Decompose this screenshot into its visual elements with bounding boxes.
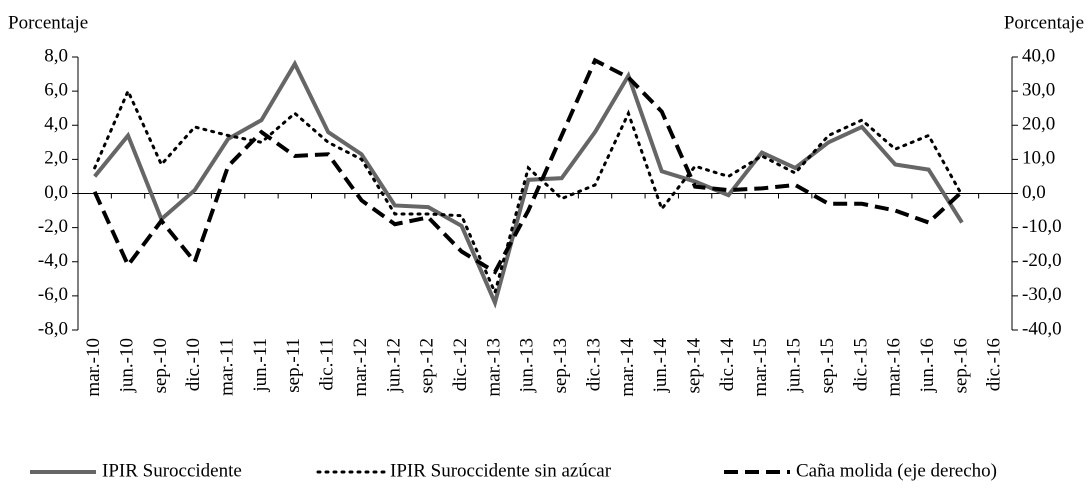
x-tick-label: jun.-10 — [116, 338, 137, 393]
y2-tick-label: -20,0 — [1022, 250, 1062, 271]
x-tick-label: sep.-11 — [283, 338, 304, 393]
y2-tick-label: 40,0 — [1022, 45, 1055, 66]
y-tick-label: 6,0 — [44, 79, 68, 100]
x-tick-label: jun.-12 — [383, 338, 404, 393]
x-tick-label: dic.-10 — [183, 338, 204, 391]
x-tick-label: mar.-13 — [483, 338, 504, 397]
y2-tick-label: -40,0 — [1022, 318, 1062, 339]
x-tick-label: jun.-15 — [784, 338, 805, 393]
y2-tick-label: 30,0 — [1022, 79, 1055, 100]
y2-axis-label: Porcentaje — [1004, 12, 1084, 33]
x-tick-label: dic.-16 — [984, 338, 1005, 391]
y2-tick-label: -10,0 — [1022, 216, 1062, 237]
y-tick-label: -4,0 — [38, 250, 68, 271]
y-tick-label: -8,0 — [38, 318, 68, 339]
x-tick-label: dic.-14 — [717, 338, 738, 392]
y-axis-label: Porcentaje — [8, 12, 88, 33]
legend-label: IPIR Suroccidente — [102, 460, 242, 481]
x-tick-label: sep.-15 — [817, 338, 838, 393]
x-tick-label: mar.-12 — [350, 338, 371, 397]
x-tick-label: mar.-14 — [617, 338, 638, 397]
x-tick-label: sep.-10 — [150, 338, 171, 393]
y-tick-label: 0,0 — [44, 182, 68, 203]
y-tick-label: -6,0 — [38, 284, 68, 305]
y2-tick-label: -30,0 — [1022, 284, 1062, 305]
x-tick-label: sep.-12 — [417, 338, 438, 393]
y-tick-label: 4,0 — [44, 114, 68, 135]
x-tick-label: jun.-13 — [517, 338, 538, 393]
y-tick-label: 2,0 — [44, 148, 68, 169]
series-line — [93, 87, 964, 298]
y2-tick-label: 0,0 — [1022, 182, 1046, 203]
x-tick-label: jun.-14 — [650, 338, 671, 394]
x-tick-label: mar.-15 — [750, 338, 771, 397]
x-tick-label: mar.-10 — [83, 338, 104, 397]
x-tick-label: jun.-11 — [250, 338, 271, 393]
x-tick-label: sep.-13 — [550, 338, 571, 393]
series-line — [92, 57, 964, 275]
x-tick-label: mar.-11 — [216, 338, 237, 396]
x-tick-label: dic.-15 — [850, 338, 871, 391]
y-tick-label: -2,0 — [38, 216, 68, 237]
series-line — [93, 59, 964, 309]
y2-tick-label: 10,0 — [1022, 148, 1055, 169]
x-tick-label: sep.-16 — [950, 338, 971, 393]
x-tick-label: jun.-16 — [917, 338, 938, 393]
x-tick-label: sep.-14 — [683, 338, 704, 394]
y2-tick-label: 20,0 — [1022, 114, 1055, 135]
legend-label: IPIR Suroccidente sin azúcar — [390, 460, 612, 481]
y-tick-label: 8,0 — [44, 45, 68, 66]
x-tick-label: mar.-16 — [884, 338, 905, 397]
x-tick-label: dic.-12 — [450, 338, 471, 391]
x-tick-label: dic.-13 — [583, 338, 604, 391]
x-tick-label: dic.-11 — [317, 338, 338, 391]
legend-label: Caña molida (eje derecho) — [796, 460, 997, 481]
